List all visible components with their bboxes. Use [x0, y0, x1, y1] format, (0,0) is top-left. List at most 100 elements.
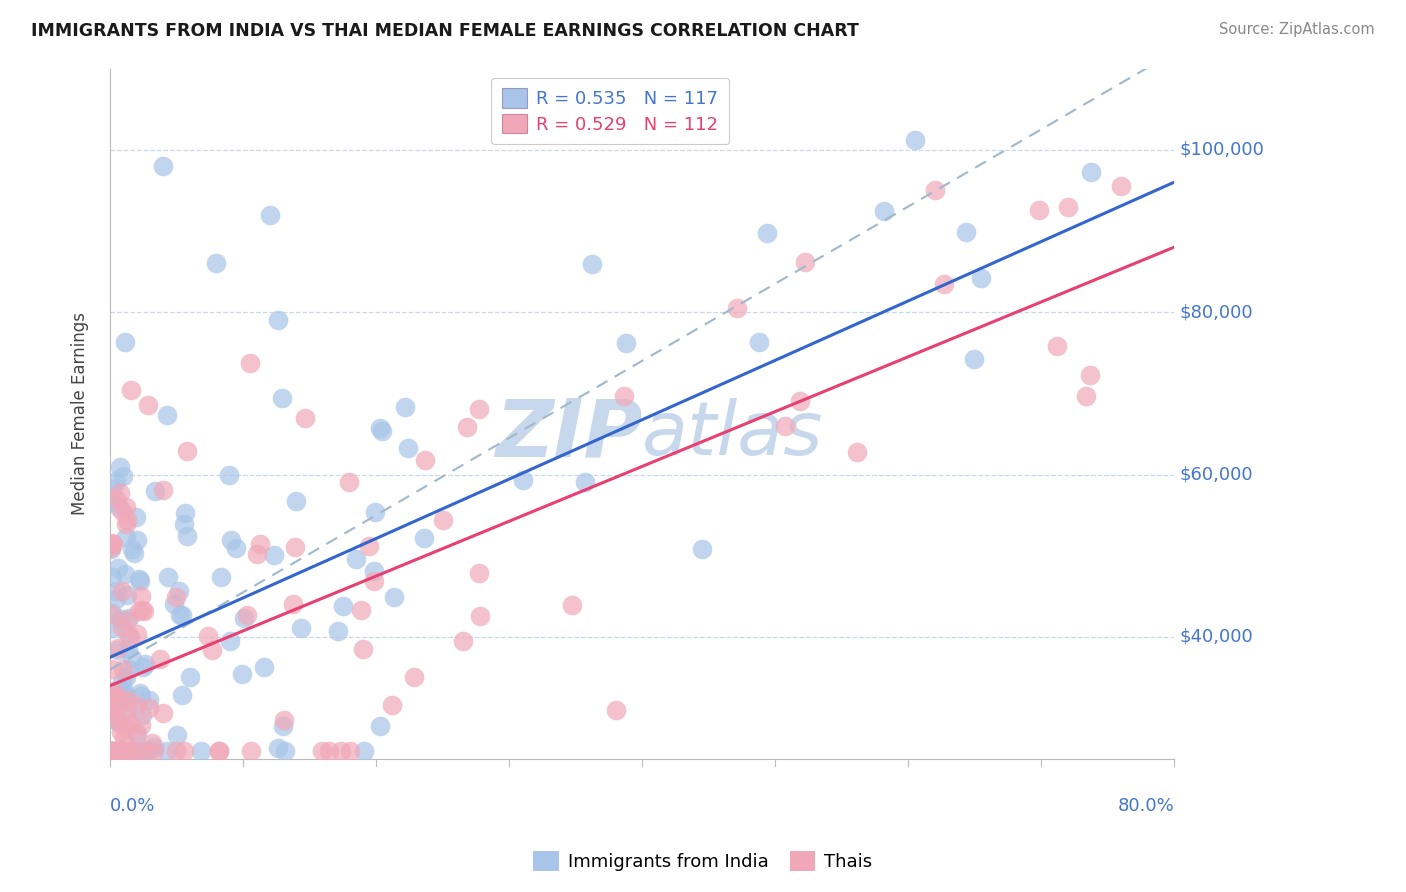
Point	[170, 608, 193, 623]
Point	[121, 542, 143, 557]
Point	[156, 744, 179, 758]
Point	[271, 391, 294, 405]
Point	[132, 604, 155, 618]
Point	[114, 689, 136, 703]
Point	[110, 744, 132, 758]
Point	[118, 662, 141, 676]
Point	[294, 410, 316, 425]
Point	[111, 504, 134, 518]
Point	[451, 634, 474, 648]
Point	[120, 744, 142, 758]
Point	[690, 541, 713, 556]
Point	[127, 627, 149, 641]
Point	[357, 539, 380, 553]
Point	[773, 419, 796, 434]
Point	[163, 597, 186, 611]
Point	[339, 744, 361, 758]
Point	[103, 698, 125, 713]
Point	[176, 443, 198, 458]
Point	[963, 352, 986, 367]
Point	[1028, 202, 1050, 217]
Point	[104, 744, 127, 758]
Point	[561, 599, 583, 613]
Point	[110, 744, 132, 758]
Point	[1080, 165, 1102, 179]
Point	[240, 744, 263, 758]
Point	[107, 698, 129, 712]
Point	[111, 620, 134, 634]
Point	[112, 731, 135, 745]
Text: atlas: atlas	[643, 399, 824, 470]
Point	[368, 719, 391, 733]
Point	[263, 548, 285, 562]
Point	[232, 610, 254, 624]
Point	[252, 660, 274, 674]
Point	[134, 744, 156, 758]
Point	[132, 659, 155, 673]
Point	[107, 640, 129, 655]
Point	[128, 572, 150, 586]
Point	[115, 588, 138, 602]
Text: $40,000: $40,000	[1180, 628, 1253, 646]
Point	[127, 744, 149, 758]
Point	[120, 383, 142, 397]
Legend: R = 0.535   N = 117, R = 0.529   N = 112: R = 0.535 N = 117, R = 0.529 N = 112	[491, 78, 730, 145]
Point	[142, 744, 165, 758]
Point	[748, 335, 770, 350]
Text: $100,000: $100,000	[1180, 141, 1264, 159]
Point	[1076, 389, 1098, 403]
Point	[112, 744, 135, 758]
Text: Source: ZipAtlas.com: Source: ZipAtlas.com	[1219, 22, 1375, 37]
Point	[789, 393, 811, 408]
Point	[208, 744, 231, 758]
Point	[283, 597, 305, 611]
Point	[107, 714, 129, 728]
Point	[353, 744, 375, 758]
Point	[114, 707, 136, 722]
Point	[127, 726, 149, 740]
Point	[190, 744, 212, 758]
Point	[103, 707, 125, 722]
Point	[103, 622, 125, 636]
Point	[1078, 368, 1101, 383]
Point	[467, 402, 489, 417]
Point	[350, 603, 373, 617]
Point	[110, 611, 132, 625]
Point	[100, 495, 122, 509]
Text: 80.0%: 80.0%	[1118, 797, 1174, 814]
Point	[108, 500, 131, 514]
Point	[332, 599, 354, 614]
Point	[121, 651, 143, 665]
Point	[370, 421, 392, 435]
Point	[101, 662, 124, 676]
Point	[117, 744, 139, 758]
Point	[131, 707, 153, 722]
Point	[173, 517, 195, 532]
Point	[118, 630, 141, 644]
Point	[105, 492, 128, 507]
Point	[105, 712, 128, 726]
Point	[468, 566, 491, 581]
Point	[114, 744, 136, 758]
Point	[381, 698, 404, 713]
Point	[101, 606, 124, 620]
Point	[100, 744, 122, 758]
Point	[167, 584, 190, 599]
Point	[456, 419, 478, 434]
Point	[318, 744, 340, 758]
Point	[755, 226, 778, 240]
Point	[149, 652, 172, 666]
Point	[156, 408, 179, 422]
Point	[138, 700, 160, 714]
Point	[110, 725, 132, 739]
Point	[166, 744, 188, 758]
Point	[114, 531, 136, 545]
Point	[219, 533, 242, 548]
Point	[246, 547, 269, 561]
Point	[100, 541, 122, 556]
Point	[108, 486, 131, 500]
Point	[219, 633, 242, 648]
Point	[115, 500, 138, 514]
Point	[574, 475, 596, 490]
Point	[143, 483, 166, 498]
